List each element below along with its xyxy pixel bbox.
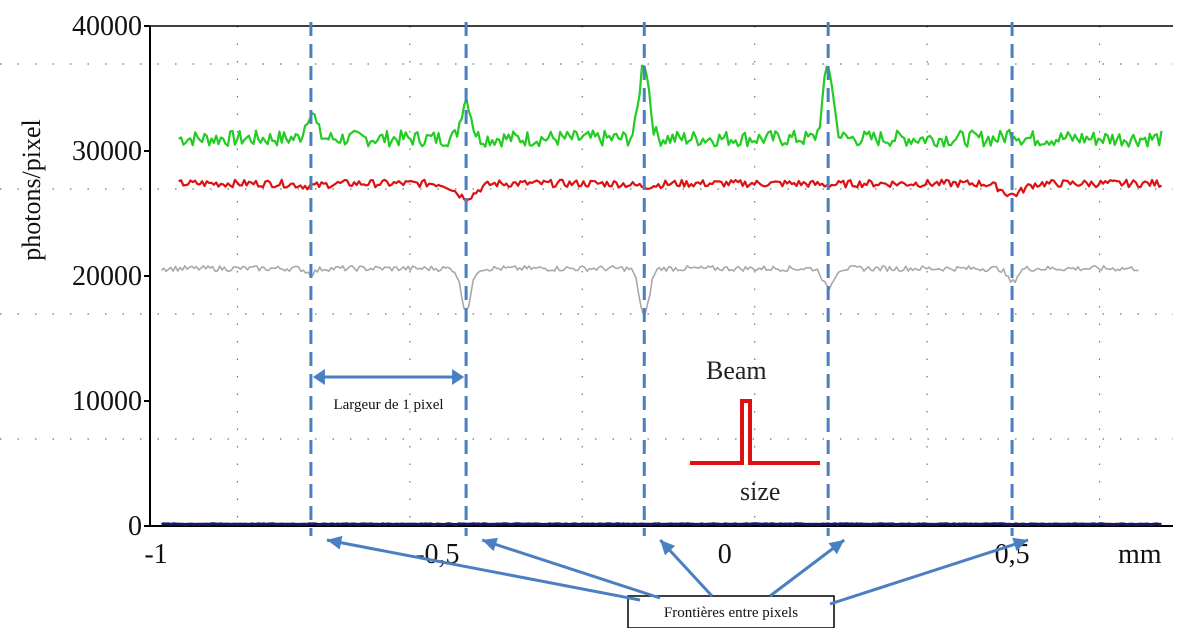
y-axis-label: photons/pixel xyxy=(17,119,46,261)
x-tick-label: 0 xyxy=(718,539,732,570)
series-line-1a1a60 xyxy=(161,522,1162,526)
arrow-head xyxy=(326,535,343,550)
boundaries-label: Frontières entre pixels xyxy=(664,605,798,621)
y-tick-label: 40000 xyxy=(72,11,142,42)
arrow-head xyxy=(1012,537,1029,552)
y-tick-label: 20000 xyxy=(72,261,142,292)
y-tick-labels: 0 10000 20000 30000 40000 xyxy=(72,11,150,542)
y-tick-label: 10000 xyxy=(72,386,142,417)
arrow-head xyxy=(312,369,325,385)
series-lines xyxy=(160,64,1163,526)
series-line-gray xyxy=(160,264,1139,315)
annotations: Largeur de 1 pixel Beam size Frontières ent… xyxy=(312,356,1029,628)
boundary-pointer-arrow xyxy=(326,538,641,602)
y-tick-label: 30000 xyxy=(72,136,142,167)
boundary-pointer-arrow xyxy=(481,538,661,600)
arrow-head xyxy=(482,537,498,552)
size-label: size xyxy=(740,477,780,506)
series-line-red xyxy=(178,178,1162,202)
beam-profile xyxy=(690,399,820,465)
x-tick-labels: -1 -0,5 0 0,5 xyxy=(144,539,1029,570)
boundary-pointer-arrow xyxy=(829,538,1029,606)
arrow-head xyxy=(828,540,845,555)
beam-label: Beam xyxy=(706,356,767,385)
boundaries-label-box xyxy=(627,595,835,628)
grid xyxy=(0,26,1173,526)
axes xyxy=(149,25,1173,527)
arrow-head xyxy=(660,540,676,556)
arrow-head xyxy=(452,369,465,385)
x-axis-unit-label: mm xyxy=(1118,539,1162,570)
pixel-width-label: Largeur de 1 pixel xyxy=(333,397,443,413)
boundary-pointer-arrow xyxy=(769,538,846,598)
series-line-green xyxy=(178,64,1163,148)
x-tick-label: -1 xyxy=(144,539,167,570)
pixel-boundaries xyxy=(309,22,1014,536)
y-tick-label: 0 xyxy=(128,511,142,542)
